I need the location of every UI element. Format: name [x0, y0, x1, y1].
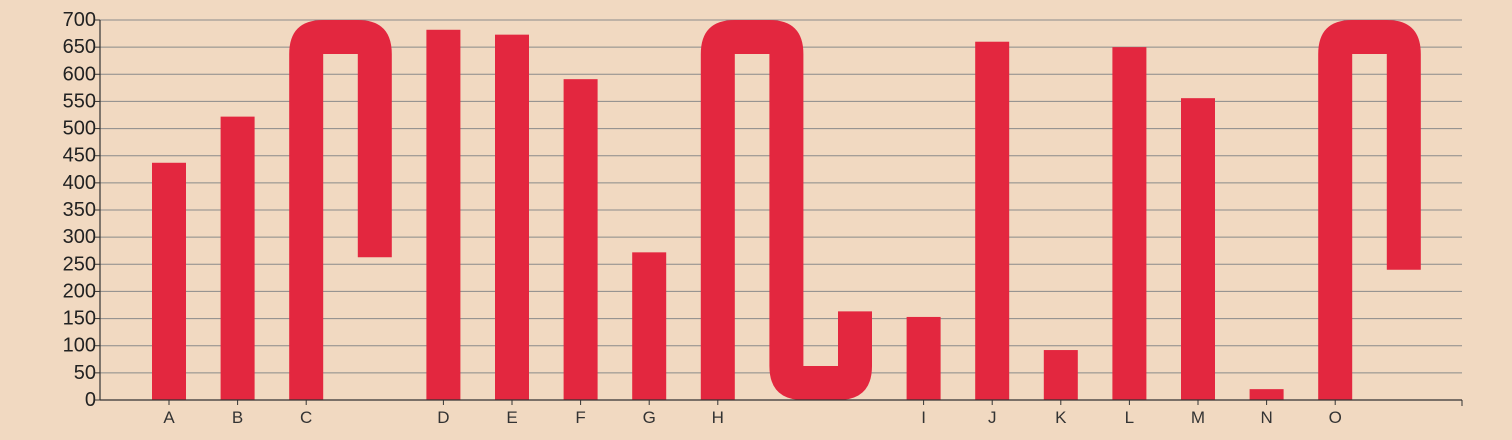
x-tick-label: D: [437, 408, 449, 427]
x-tick-label: K: [1055, 408, 1067, 427]
x-tick-label: N: [1260, 408, 1272, 427]
bar-i: [906, 316, 941, 400]
bar-n: [1249, 389, 1284, 400]
x-tick-label: C: [300, 408, 312, 427]
x-tick-label: B: [232, 408, 243, 427]
bar-o: [1318, 20, 1421, 400]
x-tick-label: J: [988, 408, 997, 427]
bar-b: [220, 116, 255, 400]
bar-j: [975, 41, 1010, 400]
bar-d: [426, 29, 461, 401]
x-tick-label: O: [1329, 408, 1342, 427]
y-tick-label: 350: [63, 199, 96, 221]
x-tick-label: G: [643, 408, 656, 427]
y-tick-label: 0: [85, 389, 96, 411]
bar-a: [152, 162, 186, 400]
y-tick-label: 100: [63, 335, 96, 357]
bar-l: [1112, 47, 1147, 401]
y-tick-label: 550: [63, 90, 96, 112]
y-tick-label: 300: [63, 226, 96, 248]
x-axis-tick-labels: A B C D E F G H I J K L M N O: [163, 400, 1342, 427]
y-tick-label: 50: [74, 362, 96, 384]
bar-f: [563, 79, 598, 401]
x-tick-label: F: [575, 408, 585, 427]
bar-m: [1181, 98, 1215, 401]
y-tick-label: 200: [63, 280, 96, 302]
x-tick-label: A: [163, 408, 175, 427]
bars: [152, 20, 1421, 401]
y-axis-tick-labels: 0 50 100 150 200 250 300 350 400 450 500 550 600 650 7…: [63, 9, 1463, 411]
y-tick-label: 650: [63, 36, 96, 58]
x-tick-label: M: [1191, 408, 1205, 427]
y-tick-label: 700: [63, 9, 96, 31]
y-tick-label: 600: [63, 63, 96, 85]
x-tick-label: E: [506, 408, 517, 427]
bar-k: [1043, 350, 1078, 400]
y-tick-label: 450: [63, 145, 96, 167]
x-tick-label: L: [1125, 408, 1134, 427]
x-tick-label: I: [921, 408, 926, 427]
bar-e: [495, 34, 529, 401]
y-tick-label: 500: [63, 118, 96, 140]
y-tick-label: 150: [63, 308, 96, 330]
bar-h: [700, 20, 872, 400]
x-tick-label: H: [712, 408, 724, 427]
bar-g: [632, 252, 667, 400]
bar-c: [289, 20, 392, 400]
y-tick-label: 250: [63, 253, 96, 275]
y-tick-label: 400: [63, 172, 96, 194]
